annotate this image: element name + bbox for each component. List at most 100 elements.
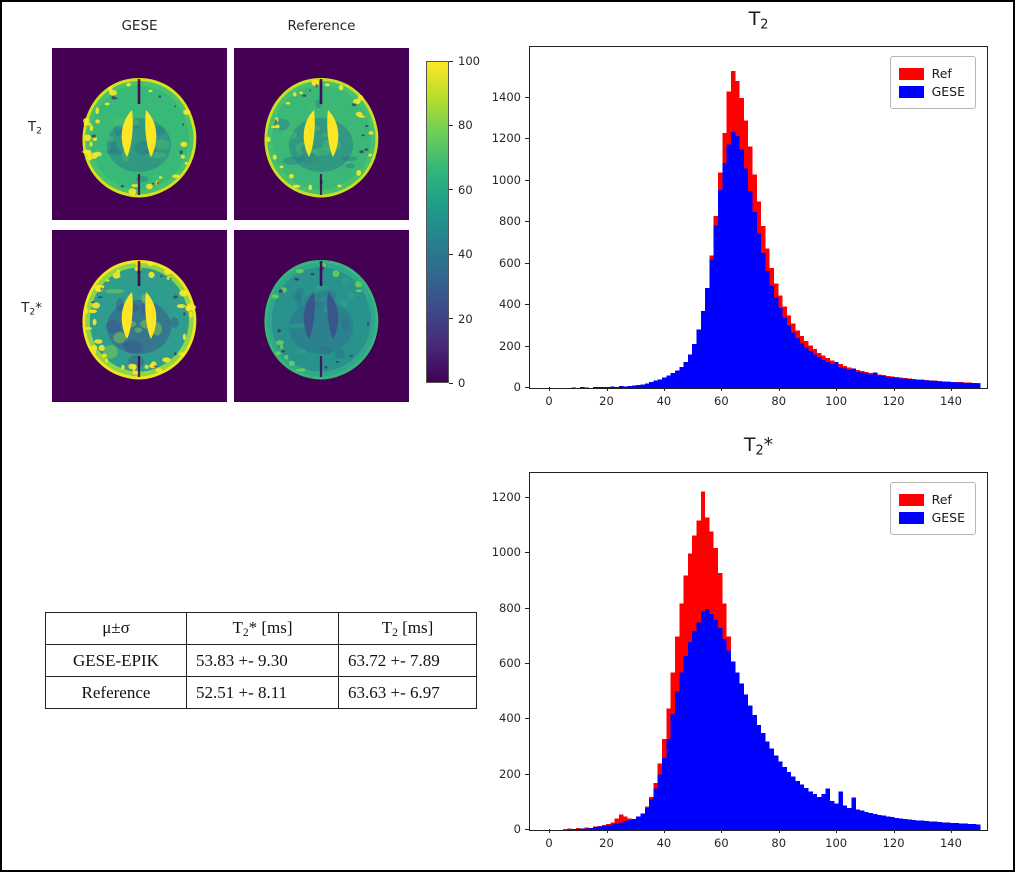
x-tick-label: 80 — [771, 836, 787, 850]
x-tick-mark — [836, 387, 838, 391]
x-tick-label: 0 — [545, 394, 553, 408]
x-tick-mark — [606, 829, 608, 833]
x-tick-mark — [950, 829, 952, 833]
table-header-row: μ±σ T2* [ms] T2 [ms] — [45, 612, 477, 645]
x-tick-mark — [778, 829, 780, 833]
y-tick-mark — [525, 552, 529, 554]
legend: Ref GESE — [889, 56, 976, 109]
legend-swatch-ref — [898, 67, 924, 80]
y-tick-mark — [525, 262, 529, 264]
y-tick-mark — [525, 345, 529, 347]
y-tick-label: 600 — [499, 656, 521, 671]
table-cell-t2-value: 63.72 +- 7.89 — [338, 644, 477, 677]
table-row: Reference 52.51 +- 8.11 63.63 +- 6.97 — [45, 676, 477, 709]
x-tick-label: 60 — [714, 836, 729, 850]
t2-histogram-chart: T2 Ref GESE 0 20 40 60 80 100 120 140 0 200 400 600… — [492, 8, 988, 408]
brain-map-svg — [52, 48, 227, 220]
histogram-series-gese — [567, 608, 981, 830]
x-tick-label: 60 — [714, 394, 729, 408]
histogram-bars — [571, 70, 981, 388]
t2star-gese-map-image — [52, 230, 227, 402]
y-tick-label: 400 — [499, 297, 521, 312]
x-tick-label: 100 — [825, 394, 848, 408]
y-tick-label: 200 — [499, 766, 521, 781]
colorbar-tick-label: 80 — [458, 118, 473, 133]
table-header-mu-sigma: μ±σ — [45, 612, 187, 645]
x-tick-label: 120 — [882, 394, 905, 408]
legend-item-ref: Ref — [898, 66, 965, 81]
colorbar-tick-label: 40 — [458, 247, 473, 262]
legend-label-ref: Ref — [931, 66, 952, 81]
t2star-histogram-chart: T2* Ref GESE 0 20 40 60 80 100 120 140 0 200 400 60… — [492, 434, 988, 850]
legend-swatch-gese — [898, 511, 924, 524]
plot-area: Ref GESE — [529, 472, 988, 831]
y-tick-label: 1000 — [491, 172, 521, 187]
y-tick-label: 1000 — [491, 545, 521, 560]
x-tick-label: 20 — [599, 394, 614, 408]
y-tick-label: 0 — [513, 380, 521, 394]
x-tick-mark — [893, 387, 895, 391]
legend-label-gese: GESE — [931, 84, 965, 99]
y-tick-label: 800 — [499, 600, 521, 615]
colorbar-tick-mark — [449, 189, 453, 191]
colorbar-tick-label: 100 — [458, 54, 480, 68]
x-tick-mark — [721, 829, 723, 833]
y-tick-mark — [525, 718, 529, 720]
table-cell-t2-value: 63.63 +- 6.97 — [338, 676, 477, 709]
table-cell-t2star-value: 53.83 +- 9.30 — [186, 644, 339, 677]
y-tick-mark — [525, 221, 529, 223]
x-tick-label: 120 — [882, 836, 905, 850]
y-tick-mark — [525, 829, 529, 830]
map-row-label-t2star: T2* — [6, 300, 42, 318]
y-tick-mark — [525, 138, 529, 140]
y-tick-mark — [525, 96, 529, 98]
legend-item-ref: Ref — [898, 492, 965, 507]
legend-swatch-ref — [898, 493, 924, 506]
chart-title-t2star: T2* — [743, 434, 774, 459]
map-row-label-t2: T2 — [6, 119, 42, 137]
x-tick-label: 140 — [939, 836, 962, 850]
row-label-base: T — [21, 300, 30, 316]
y-tick-label: 600 — [499, 255, 521, 270]
y-tick-label: 1200 — [491, 490, 521, 505]
table-header-t2star: T2* [ms] — [186, 612, 339, 645]
legend-item-gese: GESE — [898, 84, 965, 99]
map-column-header-reference: Reference — [287, 18, 356, 34]
colorbar-tick-mark — [449, 124, 453, 126]
statistics-table: μ±σ T2* [ms] T2 [ms] GESE-EPIK 53.83 +- … — [45, 612, 477, 709]
y-tick-mark — [525, 179, 529, 181]
colorbar-tick-label: 20 — [458, 311, 473, 326]
row-label-post: * — [35, 300, 42, 316]
y-tick-label: 0 — [513, 822, 521, 836]
y-tick-mark — [525, 497, 529, 499]
y-tick-label: 400 — [499, 711, 521, 726]
y-tick-mark — [525, 304, 529, 306]
legend-swatch-gese — [898, 85, 924, 98]
colorbar-tick-label: 60 — [458, 182, 473, 197]
chart-title-t2: T2 — [748, 8, 769, 33]
x-tick-mark — [549, 387, 551, 391]
x-tick-mark — [950, 387, 952, 391]
legend-label-gese: GESE — [931, 510, 965, 525]
x-tick-label: 0 — [545, 836, 553, 850]
y-tick-mark — [525, 607, 529, 609]
t2-gese-map-image — [52, 48, 227, 220]
x-tick-label: 100 — [825, 836, 848, 850]
x-tick-label: 20 — [599, 836, 614, 850]
x-tick-label: 40 — [656, 836, 672, 850]
x-tick-mark — [721, 387, 723, 391]
t2star-reference-map-image — [234, 230, 409, 402]
y-tick-label: 1200 — [491, 131, 521, 146]
histogram-series-gese — [571, 131, 981, 388]
x-tick-mark — [606, 387, 608, 391]
row-label-sub: 2 — [29, 306, 36, 318]
y-tick-mark — [525, 387, 529, 388]
y-tick-label: 200 — [499, 338, 521, 353]
legend-item-gese: GESE — [898, 510, 965, 525]
x-tick-label: 80 — [771, 394, 787, 408]
y-tick-mark — [525, 773, 529, 775]
x-tick-mark — [893, 829, 895, 833]
y-tick-mark — [525, 663, 529, 665]
table-row: GESE-EPIK 53.83 +- 9.30 63.72 +- 7.89 — [45, 644, 477, 677]
